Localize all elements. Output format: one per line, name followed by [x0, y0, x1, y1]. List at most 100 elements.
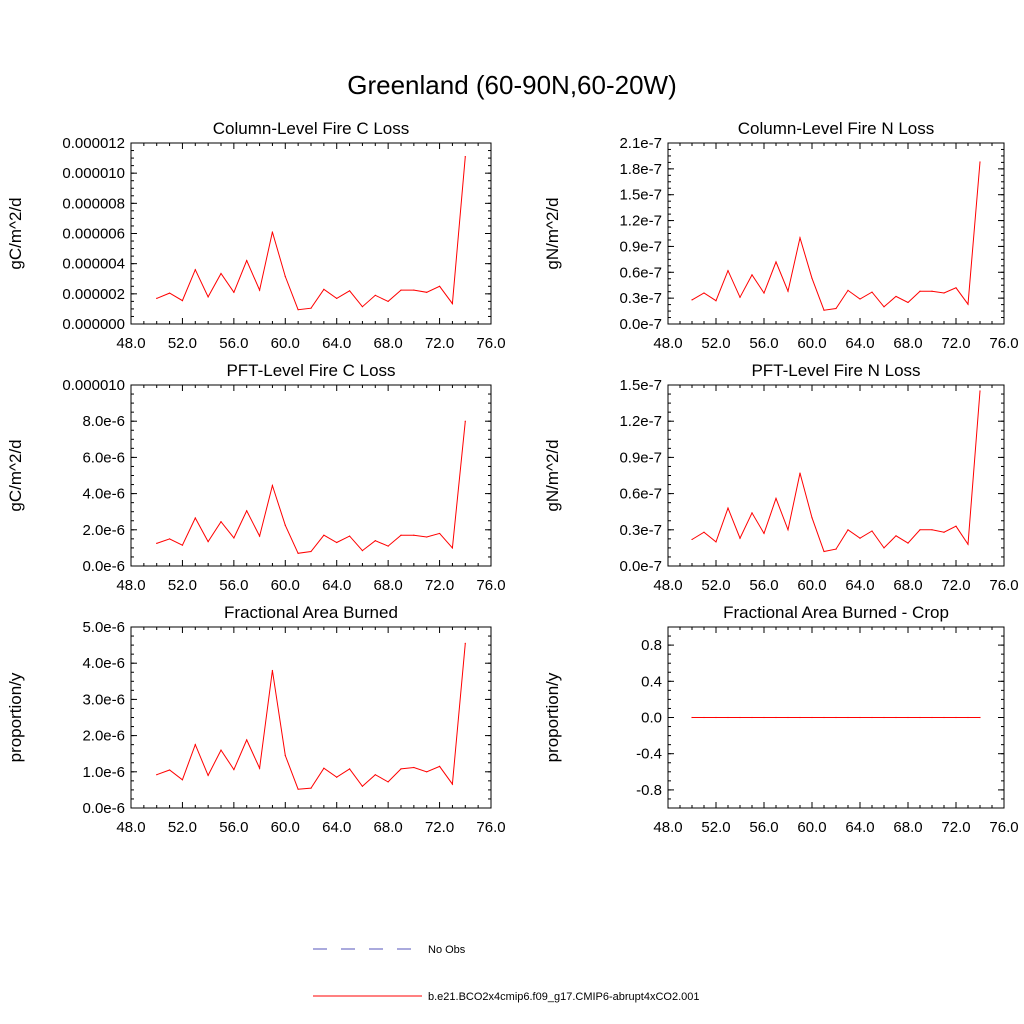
data-point	[387, 781, 389, 783]
data-point	[348, 290, 351, 292]
y-axis-label: gN/m^2/d	[543, 439, 562, 511]
y-tick-label: 0.000010	[62, 165, 125, 182]
y-tick-label: 0.4	[641, 673, 662, 690]
y-tick-label: 0.000002	[62, 286, 125, 303]
data-point	[258, 535, 261, 537]
x-tick-label: 52.0	[168, 577, 197, 594]
figure-title: Greenland (60-90N,60-20W)	[347, 70, 677, 100]
data-point	[297, 788, 299, 790]
y-tick-label: 0.000006	[62, 226, 125, 243]
y-tick-label: 6.0e-6	[82, 449, 125, 466]
data-point	[194, 517, 196, 519]
data-point	[464, 420, 466, 422]
y-tick-label: 1.2e-7	[619, 413, 662, 430]
x-tick-label: 56.0	[749, 819, 778, 836]
panel-title: PFT-Level Fire N Loss	[751, 361, 920, 380]
y-tick-label: 0.0e-7	[619, 558, 662, 575]
data-point	[297, 552, 299, 554]
series-line	[156, 643, 466, 790]
x-tick-label: 48.0	[653, 577, 682, 594]
data-point	[156, 774, 158, 776]
data-point	[233, 537, 235, 539]
data-point	[811, 517, 813, 519]
x-tick-label: 56.0	[749, 577, 778, 594]
legend: No Obs b.e21.BCO2x4cmip6.f09_g17.CMIP6-ab…	[313, 944, 700, 1003]
x-tick-label: 60.0	[271, 577, 300, 594]
data-point	[691, 299, 693, 301]
data-point	[811, 277, 813, 279]
plot-frame	[130, 142, 492, 325]
x-tick-label: 48.0	[653, 819, 682, 836]
data-point	[823, 716, 825, 719]
data-point	[246, 739, 248, 741]
x-tick-label: 56.0	[219, 577, 248, 594]
x-tick-label: 76.0	[476, 819, 505, 836]
x-tick-label: 64.0	[845, 577, 874, 594]
x-tick-label: 76.0	[989, 819, 1018, 836]
y-axis-label: gC/m^2/d	[6, 197, 25, 269]
data-point	[451, 783, 454, 785]
data-point	[374, 294, 376, 296]
data-point	[751, 512, 753, 514]
data-point	[464, 642, 466, 644]
data-point	[979, 390, 981, 392]
data-point	[883, 306, 885, 308]
data-point	[194, 744, 196, 746]
data-point	[859, 298, 861, 300]
y-tick-label: 0.000004	[62, 256, 125, 273]
data-point	[823, 309, 825, 311]
chart-panel-4: PFT-Level Fire N Loss gN/m^2/d 48.0 52.0 56.…	[543, 361, 1019, 594]
data-point	[907, 542, 909, 544]
data-point	[426, 291, 428, 293]
y-tick-label: 0.8	[641, 637, 662, 654]
x-tick-label: 72.0	[941, 577, 970, 594]
data-point	[799, 716, 801, 719]
x-tick-label: 52.0	[701, 335, 730, 352]
data-point	[181, 544, 184, 546]
data-point	[943, 292, 945, 294]
data-point	[763, 716, 765, 719]
data-point	[258, 289, 261, 291]
x-tick-label: 68.0	[893, 819, 922, 836]
data-point	[883, 547, 885, 549]
x-tick-label: 56.0	[219, 335, 248, 352]
data-point	[799, 472, 801, 474]
data-point	[943, 531, 945, 533]
chart-panel-2: Column-Level Fire N Loss gN/m^2/d 48.0 52.0…	[543, 119, 1019, 352]
legend-model-label: b.e21.BCO2x4cmip6.f09_g17.CMIP6-abrupt4x…	[428, 991, 700, 1003]
data-point	[727, 716, 729, 719]
y-tick-label: 1.5e-7	[619, 377, 662, 394]
data-point	[284, 754, 286, 757]
y-tick-label: 0.0e-6	[82, 558, 125, 575]
y-tick-label: 0.000010	[62, 377, 125, 394]
data-point	[703, 292, 705, 294]
data-point	[220, 272, 222, 275]
data-point	[207, 540, 209, 543]
data-point	[323, 534, 325, 536]
data-point	[715, 541, 717, 543]
data-point	[763, 532, 765, 535]
data-point	[246, 260, 248, 262]
data-point	[739, 537, 741, 539]
x-tick-label: 72.0	[941, 819, 970, 836]
x-tick-label: 72.0	[425, 335, 454, 352]
plot-frame	[667, 384, 1005, 567]
data-point	[336, 297, 338, 299]
data-point	[703, 531, 705, 533]
plot-frame	[130, 626, 492, 809]
data-point	[847, 529, 849, 531]
data-point	[207, 774, 209, 777]
data-point	[451, 303, 454, 305]
x-tick-label: 72.0	[425, 819, 454, 836]
data-point	[703, 716, 705, 719]
y-tick-label: 0.6e-7	[619, 264, 662, 281]
x-tick-label: 48.0	[116, 819, 145, 836]
x-tick-label: 60.0	[797, 819, 826, 836]
chart-panel-5: Fractional Area Burned proportion/y 48.0 52…	[6, 603, 506, 836]
chart-panel-1: Column-Level Fire C Loss gC/m^2/d 48.0 52.0…	[6, 119, 506, 352]
data-point	[775, 716, 777, 719]
x-tick-label: 76.0	[989, 335, 1018, 352]
panel-title: Fractional Area Burned	[224, 603, 398, 622]
data-point	[871, 716, 873, 719]
data-point	[931, 529, 933, 531]
